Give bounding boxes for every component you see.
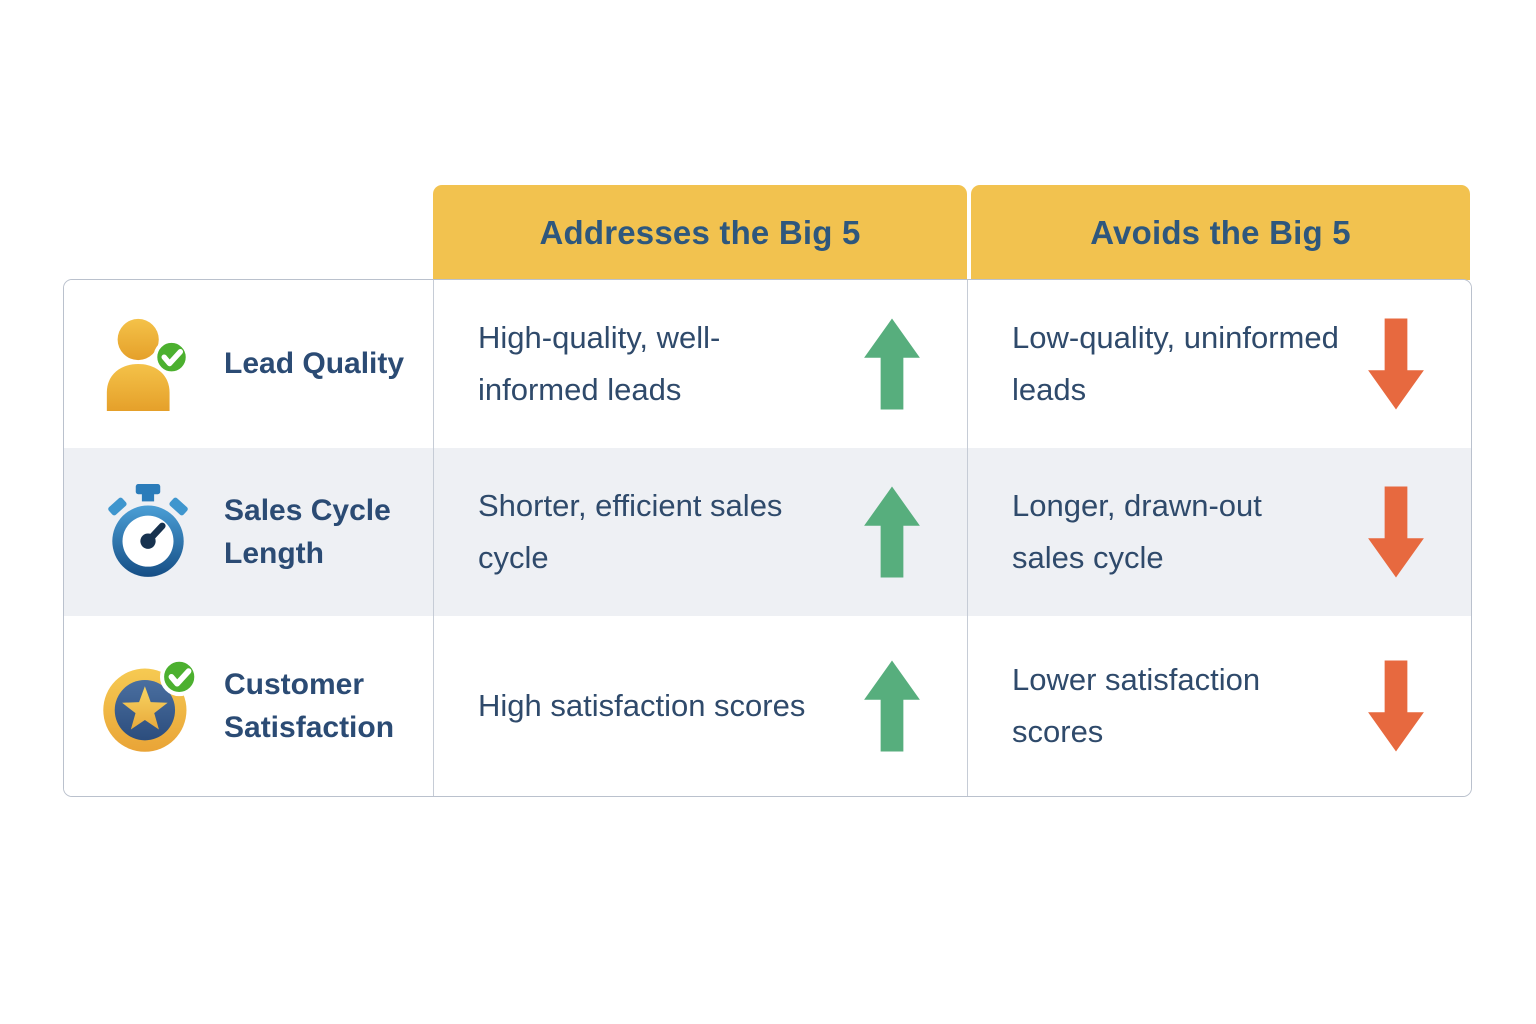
- cell-text: High satisfaction scores: [478, 687, 806, 723]
- cell-text: High-quality, well-informed leads: [478, 319, 721, 407]
- cell-lead-quality-addresses: High-quality, well-informed leads: [434, 280, 968, 448]
- row-label: Customer Satisfaction: [224, 667, 395, 745]
- up-arrow-icon: [861, 658, 923, 754]
- cell-sales-cycle-addresses: Shorter, efficient sales cycle: [434, 448, 968, 616]
- table-row-sales-cycle: Sales Cycle Length Shorter, efficient sa…: [64, 448, 1471, 616]
- column-header-avoids-label: Avoids the Big 5: [1090, 213, 1351, 251]
- row-label: Lead Quality: [224, 347, 405, 381]
- down-arrow-icon: [1365, 658, 1427, 754]
- star-badge-icon: [96, 654, 200, 758]
- up-arrow-icon: [861, 316, 923, 412]
- row-header-sales-cycle: Sales Cycle Length: [64, 448, 434, 616]
- table-row-lead-quality: Lead Quality High-quality, well-informed…: [64, 280, 1471, 448]
- stopwatch-icon: [96, 480, 200, 584]
- cell-sales-cycle-avoids: Longer, drawn-out sales cycle: [968, 448, 1471, 616]
- row-label: Sales Cycle Length: [224, 493, 391, 571]
- comparison-table: Lead Quality High-quality, well-informed…: [63, 279, 1472, 797]
- cell-lead-quality-avoids: Low-quality, uninformed leads: [968, 280, 1471, 448]
- cell-text: Longer, drawn-out sales cycle: [1012, 487, 1262, 575]
- row-header-customer-satisfaction: Customer Satisfaction: [64, 616, 434, 796]
- cell-text: Shorter, efficient sales cycle: [478, 487, 783, 575]
- column-header-addresses-label: Addresses the Big 5: [539, 213, 861, 251]
- cell-text: Lower satisfaction scores: [1012, 661, 1261, 749]
- column-header-avoids: Avoids the Big 5: [971, 185, 1470, 280]
- row-header-lead-quality: Lead Quality: [64, 280, 434, 448]
- person-check-icon: [96, 312, 200, 416]
- down-arrow-icon: [1365, 484, 1427, 580]
- cell-satisfaction-addresses: High satisfaction scores: [434, 616, 968, 796]
- cell-text: Low-quality, uninformed leads: [1012, 319, 1339, 407]
- column-header-addresses: Addresses the Big 5: [433, 185, 967, 280]
- down-arrow-icon: [1365, 316, 1427, 412]
- table-row-customer-satisfaction: Customer Satisfaction High satisfaction …: [64, 616, 1471, 796]
- up-arrow-icon: [861, 484, 923, 580]
- cell-satisfaction-avoids: Lower satisfaction scores: [968, 616, 1471, 796]
